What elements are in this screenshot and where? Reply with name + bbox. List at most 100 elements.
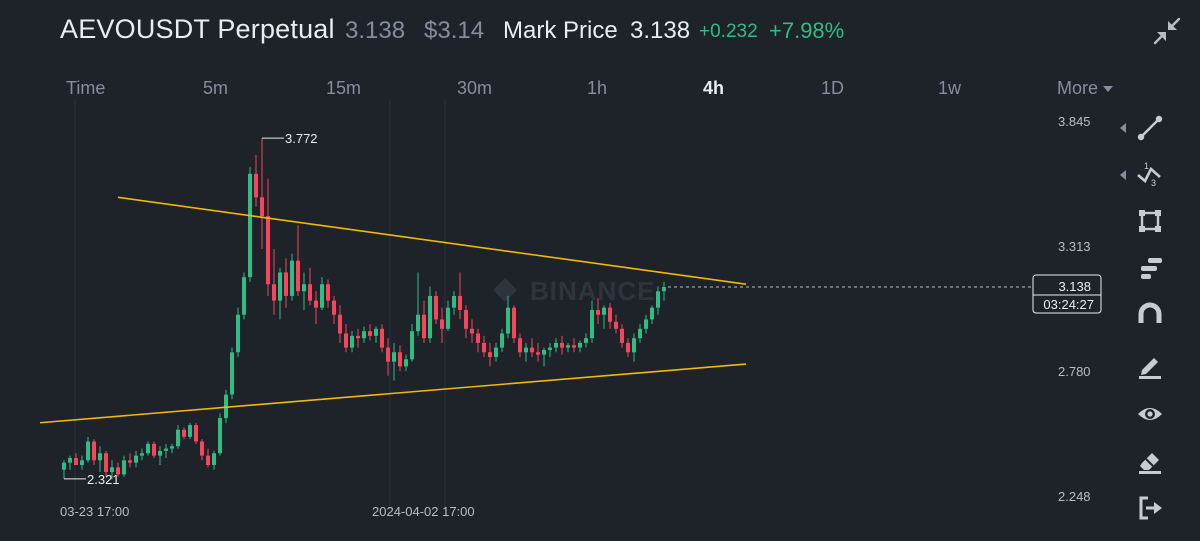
eraser-icon[interactable] xyxy=(1108,441,1200,481)
candle-body xyxy=(548,347,552,350)
tab-1d[interactable]: 1D xyxy=(821,78,845,98)
candle-body xyxy=(518,338,522,353)
svg-text:3: 3 xyxy=(1151,178,1156,188)
candle-body xyxy=(146,443,150,454)
current-price-label: 3.138 xyxy=(1058,279,1091,294)
candle-body xyxy=(458,295,462,311)
candle-body xyxy=(566,345,570,348)
candle-body xyxy=(272,284,276,301)
exit-drawing-icon[interactable] xyxy=(1108,488,1200,528)
high-price-label: 3.772 xyxy=(285,131,318,146)
tab-5m[interactable]: 5m xyxy=(203,78,229,98)
candle-body xyxy=(278,272,282,301)
price-chart[interactable]: BINANCE 3.845 3.313 2.780 2.248 03-23 17:00 20… xyxy=(0,100,1200,536)
candle-body xyxy=(110,467,114,473)
pencil-icon[interactable] xyxy=(1108,346,1200,386)
candle-body xyxy=(374,328,378,336)
tab-30m[interactable]: 30m xyxy=(457,78,493,98)
candle-body xyxy=(98,453,102,461)
candle-body xyxy=(368,331,372,336)
candle-body xyxy=(446,307,450,329)
candle-body xyxy=(254,173,258,198)
candle-body xyxy=(212,453,216,466)
ticker-header: AEVOUSDT Perpetual 3.138 $3.14 Mark Pric… xyxy=(0,0,1200,64)
candle-body xyxy=(404,359,408,367)
candle-body xyxy=(542,349,546,355)
candle-body xyxy=(632,338,636,353)
rectangle-tool-icon[interactable] xyxy=(1108,201,1200,241)
candle-body xyxy=(170,446,174,449)
trend-line-icon[interactable] xyxy=(1108,108,1200,148)
mark-price-label: Mark Price xyxy=(503,17,618,44)
candle-body xyxy=(320,284,324,308)
candle-body xyxy=(332,300,336,315)
y-axis-tick-label: 3.845 xyxy=(1058,114,1091,129)
candle-body xyxy=(494,347,498,357)
candle-body xyxy=(614,321,618,329)
candle-body xyxy=(290,260,294,296)
tab-time[interactable]: Time xyxy=(66,78,106,98)
candle-body xyxy=(176,429,180,447)
candle-body xyxy=(194,425,198,442)
candle-body xyxy=(386,347,390,362)
candle-body xyxy=(314,300,318,308)
candle-body xyxy=(620,328,624,343)
tab-more-label: More xyxy=(1057,78,1099,98)
candle-body xyxy=(248,173,252,278)
tab-more[interactable]: More xyxy=(1057,78,1114,99)
candle-body xyxy=(428,295,432,339)
price-change: +0.232 xyxy=(699,21,758,42)
symbol-title[interactable]: AEVOUSDT Perpetual xyxy=(60,14,335,44)
collapse-arrows-icon[interactable] xyxy=(1152,16,1182,46)
candle-body xyxy=(224,394,228,419)
candle-body xyxy=(638,328,642,339)
candle-body xyxy=(524,347,528,353)
candle-body xyxy=(128,460,132,463)
usd-price: $3.14 xyxy=(424,17,485,44)
candle-body xyxy=(74,457,78,466)
candle-body xyxy=(536,352,540,355)
candle-body xyxy=(500,333,504,348)
candle-body xyxy=(230,352,234,395)
tab-1h[interactable]: 1h xyxy=(587,78,608,98)
candle-body xyxy=(356,335,360,339)
text-tool-icon[interactable] xyxy=(1108,248,1200,288)
candle-body xyxy=(152,443,156,456)
y-axis-tick-label: 3.313 xyxy=(1058,239,1091,254)
tab-4h[interactable]: 4h xyxy=(703,78,725,98)
candle-body xyxy=(572,345,576,348)
binance-logo-icon xyxy=(493,278,517,302)
candle-body xyxy=(440,319,444,329)
svg-text:1: 1 xyxy=(1144,161,1149,171)
candle-body xyxy=(158,450,162,456)
candle-body xyxy=(242,277,246,315)
last-price: 3.138 xyxy=(345,17,406,44)
price-change-percent: +7.98% xyxy=(769,18,845,43)
candle-body xyxy=(68,457,72,463)
candle-body xyxy=(302,284,306,292)
candle-body xyxy=(260,197,264,217)
tab-15m[interactable]: 15m xyxy=(326,78,362,98)
eye-icon[interactable] xyxy=(1108,394,1200,434)
y-axis-tick-label: 2.780 xyxy=(1058,364,1091,379)
candle-body xyxy=(218,418,222,454)
candle-body xyxy=(506,307,510,334)
tab-1w[interactable]: 1w xyxy=(938,78,962,98)
candle-body xyxy=(554,342,558,348)
candle-body xyxy=(392,352,396,362)
candle-body xyxy=(470,328,474,334)
candle-body xyxy=(284,272,288,296)
candle-body xyxy=(584,338,588,343)
candlestick-chart[interactable]: BINANCE 3.845 3.313 2.780 2.248 03-23 17:00 20… xyxy=(0,100,1200,536)
candle-body xyxy=(164,448,168,451)
magnet-icon[interactable] xyxy=(1108,296,1200,336)
trend-line xyxy=(117,196,747,285)
candle-body xyxy=(410,331,414,360)
candle-body xyxy=(122,460,126,475)
candle-body xyxy=(398,352,402,367)
candle-body xyxy=(560,342,564,348)
candle-body xyxy=(362,331,366,339)
candle-body xyxy=(308,284,312,301)
